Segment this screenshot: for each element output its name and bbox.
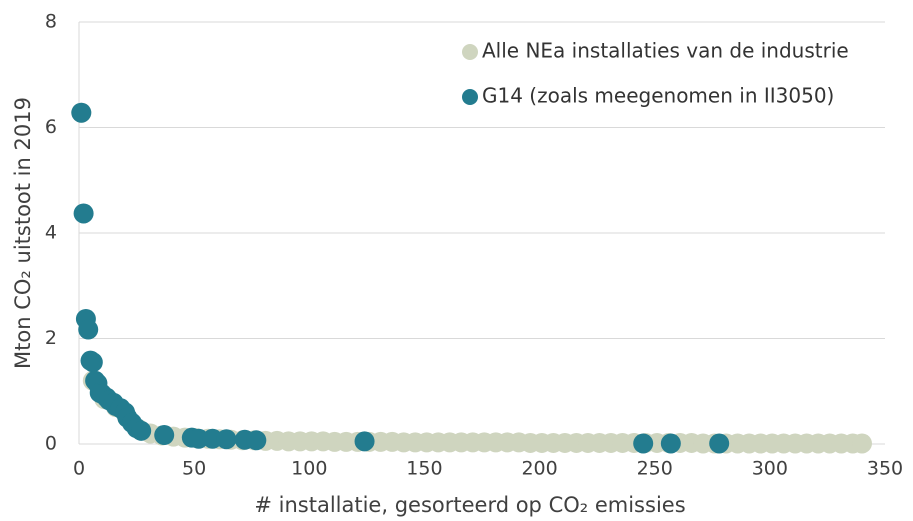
- y-tick-label: 8: [45, 11, 57, 33]
- y-tick-label: 2: [45, 327, 57, 349]
- y-tick-label: 0: [45, 433, 57, 455]
- scatter-point: [354, 431, 375, 452]
- x-tick-label: 100: [291, 458, 327, 480]
- x-tick-label: 150: [406, 458, 442, 480]
- scatter-point: [633, 433, 654, 454]
- y-tick-label: 6: [45, 116, 57, 138]
- legend-marker: [462, 44, 478, 60]
- y-axis-label: Mton CO₂ uitstoot in 2019: [11, 97, 35, 369]
- scatter-point: [78, 319, 99, 340]
- y-tick-label: 4: [45, 222, 57, 244]
- scatter-point: [709, 433, 730, 454]
- x-axis-label: # installatie, gesorteerd op CO₂ emissie…: [254, 493, 685, 517]
- x-tick-label: 50: [182, 458, 206, 480]
- scatter-point: [82, 352, 103, 373]
- scatter-point: [188, 428, 209, 449]
- scatter-point: [246, 430, 267, 451]
- x-tick-label: 250: [637, 458, 673, 480]
- scatter-point: [71, 102, 92, 123]
- scatter-point: [216, 429, 237, 450]
- scatter-point: [851, 433, 872, 454]
- scatter-point: [660, 433, 681, 454]
- x-tick-label: 350: [867, 458, 903, 480]
- legend-label: G14 (zoals meegenomen in II3050): [482, 84, 834, 108]
- scatter-point: [131, 420, 152, 441]
- scatter-point: [154, 425, 175, 446]
- legend-marker: [462, 89, 478, 105]
- legend-label: Alle NEa installaties van de industrie: [482, 39, 849, 63]
- x-tick-label: 0: [73, 458, 85, 480]
- x-tick-label: 200: [521, 458, 557, 480]
- scatter-point: [73, 203, 94, 224]
- x-tick-label: 300: [752, 458, 788, 480]
